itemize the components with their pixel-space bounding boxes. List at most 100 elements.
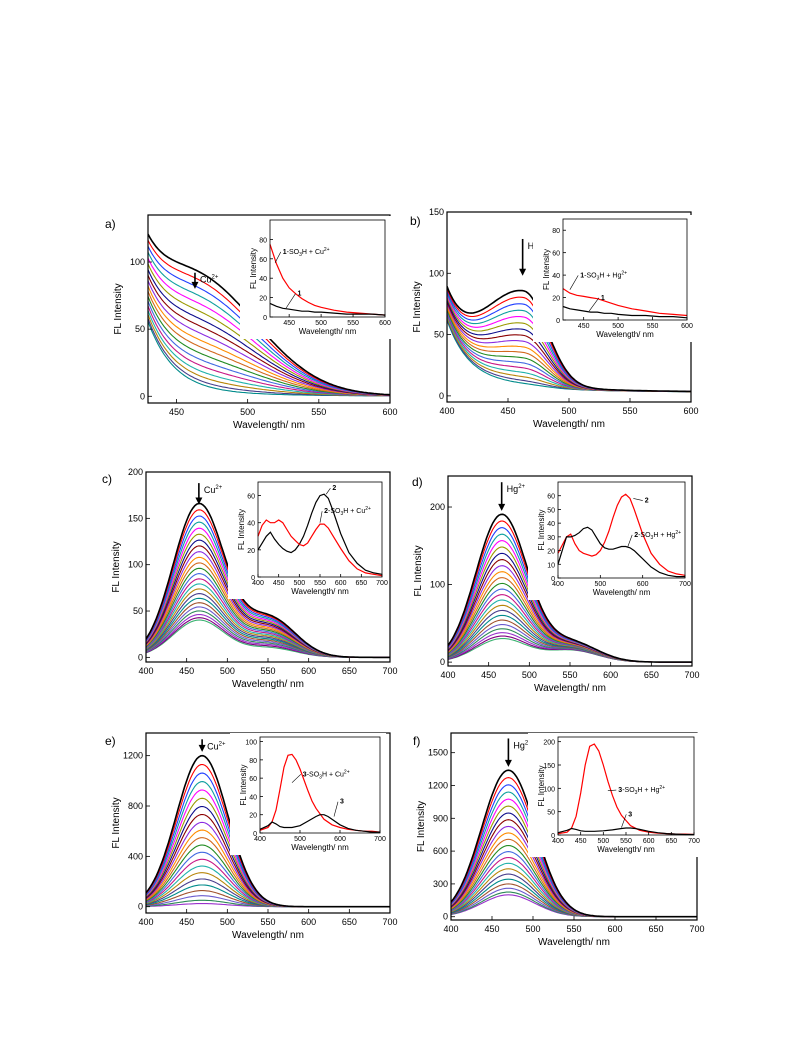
y-axis-label: FL Intensity — [413, 545, 424, 596]
inset-y-tick-label: 40 — [547, 521, 555, 528]
x-tick-label: 450 — [481, 670, 496, 680]
x-tick-label: 400 — [443, 924, 458, 934]
y-tick-label: 100 — [430, 580, 445, 590]
inset-y-axis-label: FL Intensity — [239, 764, 248, 805]
x-tick-label: 400 — [138, 917, 153, 927]
inset-x-axis-label: Wavelength/ nm — [596, 330, 654, 339]
inset-pointer — [588, 297, 600, 312]
x-tick-label: 500 — [525, 924, 540, 934]
inset-background — [228, 478, 388, 599]
x-tick-label: 700 — [382, 666, 397, 676]
inset-x-axis-label: Wavelength/ nm — [593, 588, 651, 597]
y-tick-label: 50 — [133, 606, 143, 616]
inset-pointer — [333, 801, 339, 817]
inset-series-2 — [257, 519, 383, 577]
inset-frame — [557, 481, 686, 579]
inset-frame — [259, 736, 381, 834]
inset-background — [528, 733, 700, 857]
inset-series-2 — [259, 814, 380, 833]
y-tick-label: 400 — [128, 851, 143, 861]
y-tick-label: 900 — [433, 813, 448, 823]
inset-y-tick-label: 10 — [547, 562, 555, 569]
inset-y-tick-label: 60 — [247, 494, 255, 501]
spectrum-line-14 — [451, 856, 697, 918]
inset-series-1 — [257, 493, 383, 575]
inset-y-axis-label: FL Intensity — [542, 249, 551, 290]
spectrum-line-16 — [448, 604, 692, 663]
inset-y-tick-label: 0 — [253, 831, 257, 838]
inset-y-tick-label: 150 — [543, 763, 555, 770]
y-tick-label: 0 — [440, 657, 445, 667]
inset-y-tick-label: 60 — [552, 251, 560, 258]
inset-x-tick-label: 600 — [335, 580, 347, 587]
inset-series-label-1: 2 — [332, 485, 336, 492]
x-axis-label: Wavelength/ nm — [538, 937, 610, 948]
y-tick-label: 200 — [128, 467, 143, 477]
x-tick-label: 450 — [179, 666, 194, 676]
x-tick-label: 500 — [561, 406, 576, 416]
spectrum-line-1 — [448, 513, 692, 663]
inset-x-tick-label: 700 — [374, 836, 386, 843]
x-tick-label: 450 — [500, 406, 515, 416]
inset-series-label-2: 1 — [601, 295, 605, 302]
spectrum-line-1 — [447, 286, 691, 393]
spectrum-line-1 — [146, 502, 390, 659]
inset-x-tick-label: 450 — [578, 323, 590, 330]
inset-y-tick-label: 100 — [543, 786, 555, 793]
x-tick-label: 700 — [382, 917, 397, 927]
inset-x-tick-label: 700 — [376, 580, 388, 587]
arrow-head-icon — [191, 281, 199, 289]
x-tick-label: 550 — [566, 924, 581, 934]
inset-y-tick-label: 200 — [543, 740, 555, 747]
inset-x-tick-label: 550 — [314, 580, 326, 587]
panel-label: c) — [102, 472, 112, 486]
inset-x-tick-label: 500 — [594, 581, 606, 588]
inset-background — [533, 215, 693, 342]
y-tick-label: 50 — [135, 324, 145, 334]
x-tick-label: 600 — [301, 666, 316, 676]
x-tick-label: 550 — [260, 666, 275, 676]
inset-y-tick-label: 20 — [249, 813, 257, 820]
x-axis-label: Wavelength/ nm — [534, 683, 606, 694]
inset-x-axis-label: Wavelength/ nm — [291, 587, 349, 596]
y-tick-label: 1500 — [428, 748, 448, 758]
x-tick-label: 600 — [382, 407, 397, 417]
x-tick-label: 650 — [342, 917, 357, 927]
y-tick-label: 200 — [430, 502, 445, 512]
x-tick-label: 600 — [607, 924, 622, 934]
y-tick-label: 0 — [443, 912, 448, 922]
x-tick-label: 700 — [684, 670, 699, 680]
inset-y-tick-label: 0 — [263, 315, 267, 322]
inset-series-1 — [557, 493, 686, 576]
y-axis-label: FL Intensity — [113, 283, 124, 334]
inset-y-axis-label: FL Intensity — [249, 248, 258, 289]
panel-e: e)400 450 500 550 600 650 70004008001200Wavele… — [105, 732, 398, 941]
y-tick-label: 1200 — [123, 751, 143, 761]
inset-series-1 — [269, 244, 386, 316]
spectra-series-group — [447, 286, 691, 393]
inset-y-tick-label: 40 — [247, 521, 255, 528]
inset-x-tick-label: 400 — [552, 581, 564, 588]
y-tick-label: 600 — [433, 846, 448, 856]
inset-chart: 400 500 600 700 0 10 20 30 40 50 60 Wavelength/ nm F… — [528, 478, 691, 600]
inset-x-tick-label: 700 — [688, 838, 700, 845]
inset-series-label-2: 3 — [628, 811, 632, 818]
inset-y-tick-label: 20 — [552, 296, 560, 303]
inset-y-tick-label: 40 — [552, 273, 560, 280]
inset-pointer — [319, 511, 323, 523]
panel-d: d)400 450 500 550 600 650 7000100200Wavelength… — [412, 475, 700, 694]
x-tick-label: 550 — [311, 407, 326, 417]
inset-x-tick-label: 500 — [597, 838, 609, 845]
inset-x-tick-label: 650 — [355, 580, 367, 587]
inset-series-label-2: 2-SO3H + Hg2+ — [634, 530, 681, 541]
y-tick-label: 0 — [138, 652, 143, 662]
inset-y-tick-label: 80 — [259, 237, 267, 244]
inset-x-tick-label: 500 — [612, 323, 624, 330]
inset-y-tick-label: 0 — [556, 318, 560, 325]
inset-series-label-2: 2-SO3H + Cu2+ — [324, 506, 371, 517]
panel-label: f) — [413, 734, 420, 748]
inset-x-axis-label: Wavelength/ nm — [299, 327, 357, 336]
inset-pointer — [291, 774, 302, 783]
inset-y-tick-label: 60 — [547, 494, 555, 501]
